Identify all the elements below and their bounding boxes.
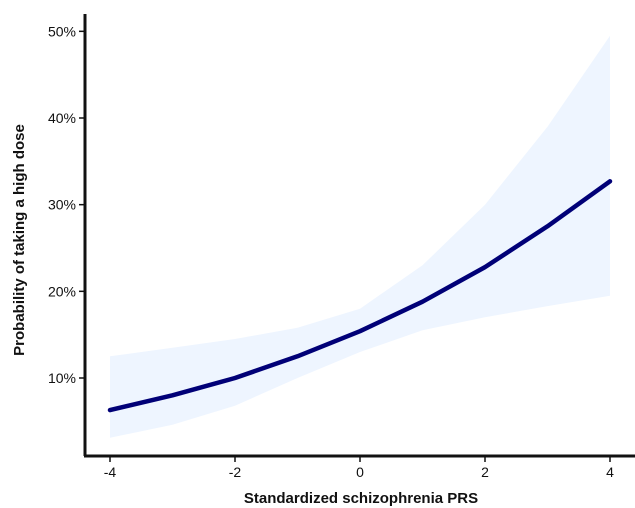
data-point [233, 376, 237, 380]
data-point [608, 179, 612, 183]
line-layer [107, 179, 613, 413]
y-tick-label: 10% [48, 370, 76, 386]
y-tick-label: 50% [48, 23, 76, 39]
x-tick-label: 2 [481, 464, 489, 480]
x-tick-label: 0 [356, 464, 364, 480]
y-tick-label: 40% [48, 110, 76, 126]
x-tick-label: -4 [104, 464, 117, 480]
x-axis-title: Standardized schizophrenia PRS [244, 490, 478, 507]
data-point [546, 224, 550, 228]
y-tick-label: 20% [48, 283, 76, 299]
data-point [358, 329, 362, 333]
data-point [171, 393, 175, 397]
probability-line [107, 179, 613, 413]
x-tick-label: -2 [229, 464, 242, 480]
data-point [108, 408, 112, 412]
y-ticks: 10% 20% 30% 40% 50% [48, 23, 85, 386]
data-point [421, 300, 425, 304]
x-ticks: -4 -2 0 2 4 [104, 456, 614, 480]
x-tick-label: 4 [606, 464, 614, 480]
data-point [296, 354, 300, 358]
y-axis-title: Probability of taking a high dose [11, 124, 28, 356]
y-tick-label: 30% [48, 197, 76, 213]
data-point [483, 265, 487, 269]
